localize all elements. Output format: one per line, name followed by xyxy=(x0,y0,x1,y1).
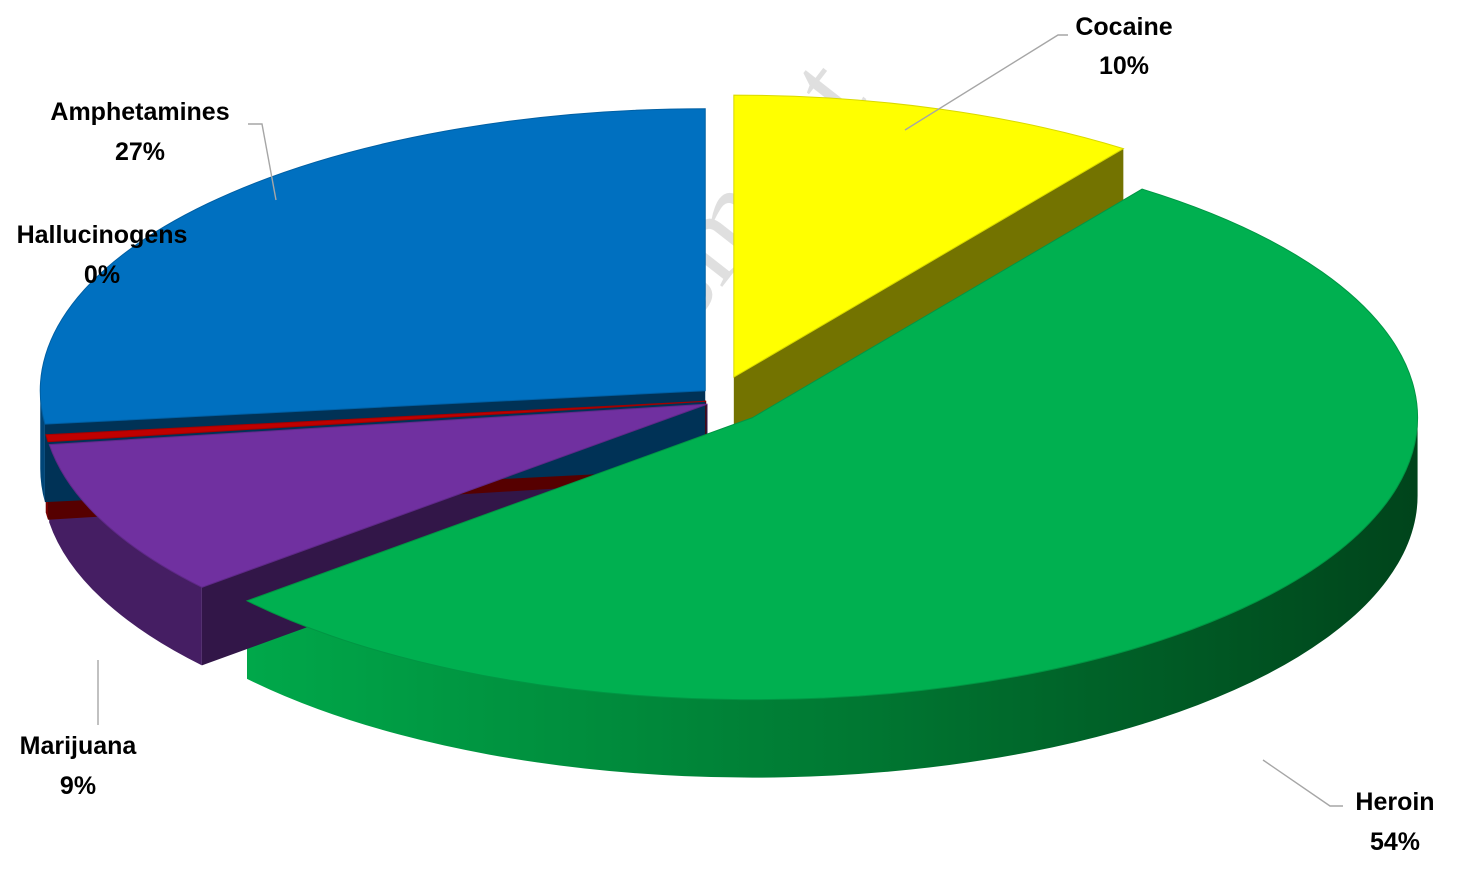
data-label-cocaine: Cocaine 10% xyxy=(1075,13,1172,80)
label-percent-hallucinogens: 0% xyxy=(84,261,120,289)
label-percent-cocaine: 10% xyxy=(1099,52,1149,80)
slice-top-hallucinogens xyxy=(45,400,707,443)
label-percent-heroin: 54% xyxy=(1370,828,1420,856)
pie-slice-tops xyxy=(39,94,1419,701)
slice-top-amphetamines xyxy=(39,108,706,425)
data-label-marijuana: Marijuana 9% xyxy=(20,732,138,800)
leader-line-cocaine xyxy=(904,34,1068,131)
slice-top-heroin xyxy=(245,188,1419,701)
label-name-cocaine: Cocaine xyxy=(1075,13,1172,41)
slice-side-heroin xyxy=(247,417,1418,778)
data-label-amphetamines: Amphetamines 27% xyxy=(50,98,229,166)
label-percent-amphetamines: 27% xyxy=(115,138,165,166)
label-name-heroin: Heroin xyxy=(1355,788,1434,816)
label-name-marijuana: Marijuana xyxy=(20,732,138,760)
label-name-amphetamines: Amphetamines xyxy=(50,98,229,126)
label-percent-marijuana: 9% xyxy=(60,772,96,800)
label-name-hallucinogens: Hallucinogens xyxy=(17,221,188,249)
slice-top-marijuana xyxy=(48,403,708,588)
leader-line-amphetamines xyxy=(248,123,277,201)
leader-lines xyxy=(97,34,1343,807)
data-label-hallucinogens: Hallucinogens 0% xyxy=(17,221,188,289)
leader-line-heroin xyxy=(1262,759,1343,807)
slice-side-amphetamines xyxy=(40,390,45,503)
data-label-heroin: Heroin 54% xyxy=(1355,788,1434,856)
slice-side-marijuana xyxy=(49,444,202,666)
